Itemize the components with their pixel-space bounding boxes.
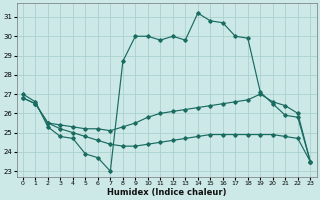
X-axis label: Humidex (Indice chaleur): Humidex (Indice chaleur) [107,188,226,197]
